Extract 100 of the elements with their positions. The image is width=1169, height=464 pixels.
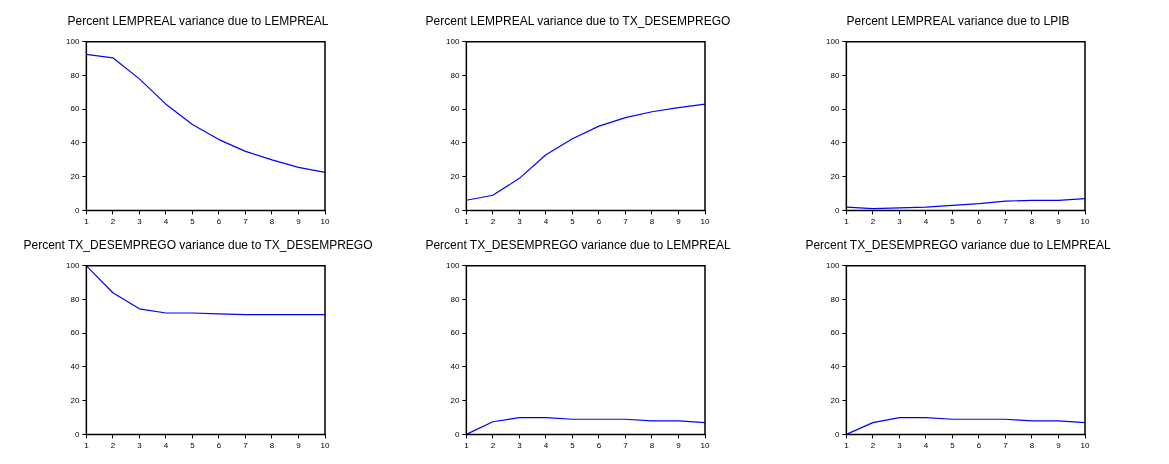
x-tick-label: 9 <box>676 217 682 227</box>
x-tick-label: 4 <box>923 441 929 451</box>
x-tick-label: 7 <box>1003 441 1009 451</box>
x-tick-label: 4 <box>543 217 549 227</box>
x-tick-label: 5 <box>570 441 576 451</box>
x-tick-label: 3 <box>897 217 903 227</box>
chart-title: Percent LEMPREAL variance due to LPIB <box>846 13 1070 30</box>
y-tick-label: 20 <box>450 395 460 405</box>
x-tick-label: 10 <box>1080 217 1090 227</box>
chart-title: Percent TX_DESEMPREGO variance due to TX_DESEMPREGO <box>23 237 373 254</box>
x-tick-label: 2 <box>870 441 876 451</box>
y-tick-label: 20 <box>70 395 80 405</box>
x-tick-label: 3 <box>137 217 143 227</box>
x-tick-label: 8 <box>1029 217 1035 227</box>
y-tick-label: 60 <box>830 104 840 114</box>
x-tick-label: 2 <box>490 441 496 451</box>
y-tick-label: 80 <box>450 294 460 304</box>
y-tick-label: 100 <box>445 37 460 46</box>
y-tick-label: 100 <box>445 261 460 270</box>
y-tick-label: 100 <box>825 261 840 270</box>
x-tick-label: 7 <box>623 441 629 451</box>
x-tick-label: 4 <box>923 217 929 227</box>
x-tick-label: 5 <box>190 441 196 451</box>
x-tick-label: 9 <box>1056 441 1062 451</box>
y-tick-label: 60 <box>70 104 80 114</box>
x-tick-label: 4 <box>163 217 169 227</box>
x-tick-label: 3 <box>137 441 143 451</box>
x-tick-label: 9 <box>296 441 302 451</box>
x-tick-label: 10 <box>320 217 330 227</box>
x-tick-label: 1 <box>84 217 90 227</box>
chart-title: Percent TX_DESEMPREGO variance due to LEMPREAL <box>805 237 1111 254</box>
y-tick-label: 80 <box>70 70 80 80</box>
x-tick-label: 4 <box>163 441 169 451</box>
y-tick-label: 60 <box>450 328 460 338</box>
y-tick-label: 40 <box>450 362 460 372</box>
x-tick-label: 8 <box>649 441 655 451</box>
x-tick-label: 8 <box>649 217 655 227</box>
x-tick-label: 9 <box>296 217 302 227</box>
x-tick-label: 6 <box>596 441 602 451</box>
x-tick-label: 1 <box>464 441 470 451</box>
x-tick-label: 1 <box>844 441 850 451</box>
chart-title: Percent TX_DESEMPREGO variance due to LEMPREAL <box>425 237 731 254</box>
y-tick-label: 60 <box>450 104 460 114</box>
y-tick-label: 20 <box>70 171 80 181</box>
y-tick-label: 80 <box>830 70 840 80</box>
x-tick-label: 10 <box>700 441 710 451</box>
x-tick-label: 4 <box>543 441 549 451</box>
x-tick-label: 3 <box>517 441 523 451</box>
y-tick-label: 0 <box>454 429 460 439</box>
y-tick-label: 80 <box>830 294 840 304</box>
chart-title: Percent LEMPREAL variance due to LEMPREAL <box>67 13 329 30</box>
x-tick-label: 6 <box>976 441 982 451</box>
x-tick-label: 1 <box>84 441 90 451</box>
x-tick-label: 5 <box>190 217 196 227</box>
y-tick-label: 20 <box>830 395 840 405</box>
y-tick-label: 0 <box>74 205 80 215</box>
y-tick-label: 20 <box>830 171 840 181</box>
x-tick-label: 7 <box>1003 217 1009 227</box>
x-tick-label: 1 <box>844 217 850 227</box>
y-tick-label: 0 <box>834 429 840 439</box>
x-tick-label: 8 <box>1029 441 1035 451</box>
y-tick-label: 40 <box>70 138 80 148</box>
y-tick-label: 60 <box>830 328 840 338</box>
y-tick-label: 60 <box>70 328 80 338</box>
y-tick-label: 20 <box>450 171 460 181</box>
y-tick-label: 100 <box>65 37 80 46</box>
y-tick-label: 0 <box>74 429 80 439</box>
x-tick-label: 7 <box>243 441 249 451</box>
y-tick-label: 40 <box>70 362 80 372</box>
x-tick-label: 6 <box>596 217 602 227</box>
x-tick-label: 8 <box>269 441 275 451</box>
x-tick-label: 6 <box>976 217 982 227</box>
x-tick-label: 8 <box>269 217 275 227</box>
y-tick-label: 100 <box>65 261 80 270</box>
x-tick-label: 10 <box>320 441 330 451</box>
y-tick-label: 0 <box>834 205 840 215</box>
x-tick-label: 9 <box>676 441 682 451</box>
x-tick-label: 10 <box>700 217 710 227</box>
x-tick-label: 5 <box>570 217 576 227</box>
x-tick-label: 6 <box>216 441 222 451</box>
x-tick-label: 6 <box>216 217 222 227</box>
x-tick-label: 3 <box>897 441 903 451</box>
x-tick-label: 5 <box>950 441 956 451</box>
chart-title: Percent LEMPREAL variance due to TX_DESEMPREGO <box>425 13 731 30</box>
x-tick-label: 10 <box>1080 441 1090 451</box>
y-tick-label: 80 <box>70 294 80 304</box>
x-tick-label: 2 <box>110 441 116 451</box>
x-tick-label: 3 <box>517 217 523 227</box>
y-tick-label: 0 <box>454 205 460 215</box>
y-tick-label: 40 <box>830 138 840 148</box>
x-tick-label: 9 <box>1056 217 1062 227</box>
x-tick-label: 5 <box>950 217 956 227</box>
x-tick-label: 2 <box>110 217 116 227</box>
x-tick-label: 2 <box>870 217 876 227</box>
x-tick-label: 7 <box>243 217 249 227</box>
x-tick-label: 7 <box>623 217 629 227</box>
x-tick-label: 1 <box>464 217 470 227</box>
y-tick-label: 40 <box>830 362 840 372</box>
y-tick-label: 40 <box>450 138 460 148</box>
y-tick-label: 100 <box>825 37 840 46</box>
